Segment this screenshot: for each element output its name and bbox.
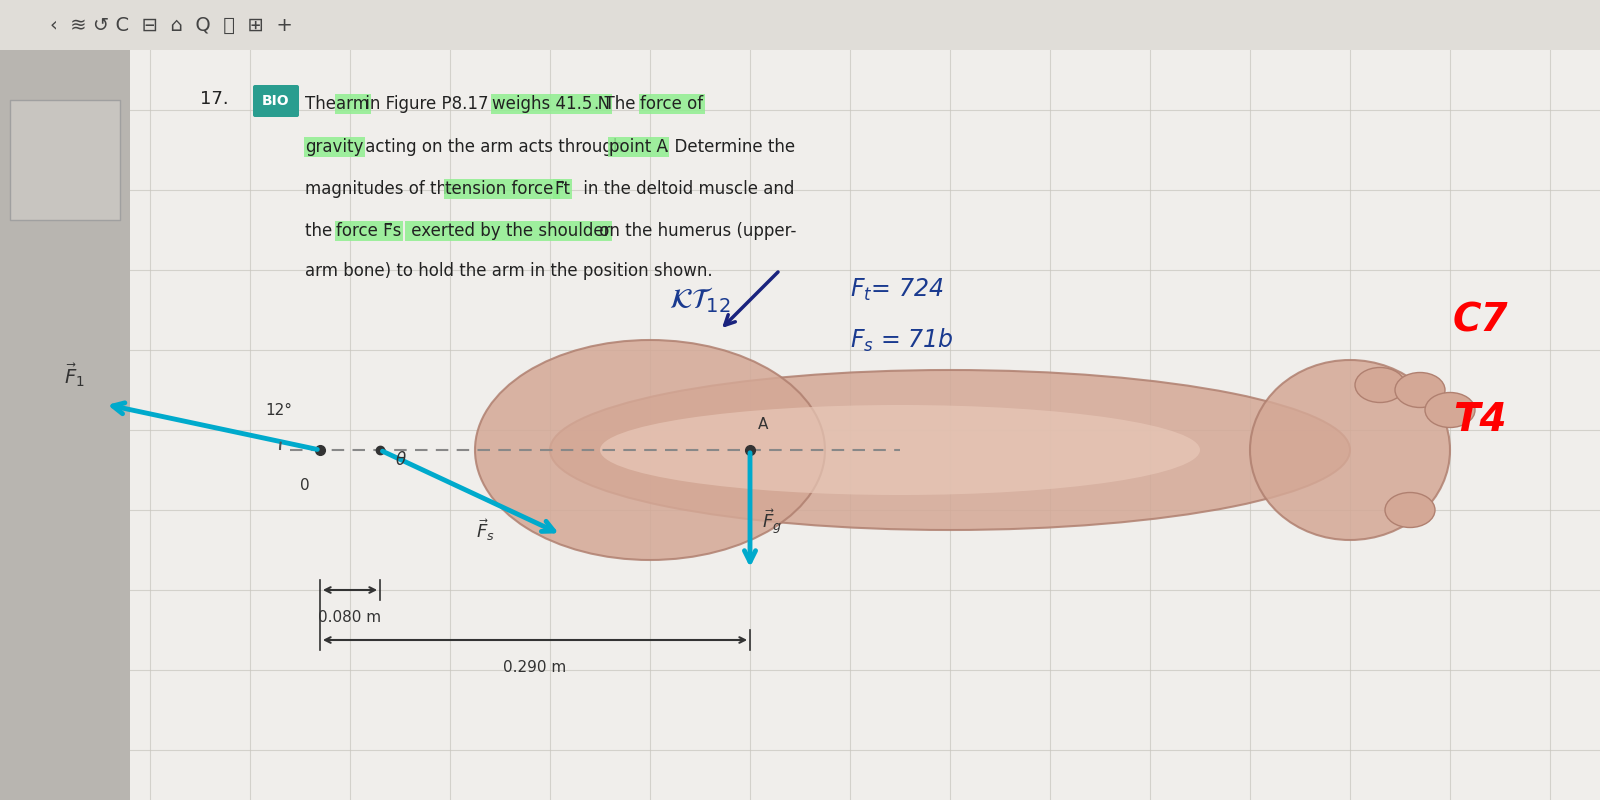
Text: $\vec{F}_1$: $\vec{F}_1$ xyxy=(64,362,85,390)
Ellipse shape xyxy=(1355,367,1405,402)
Text: $F_s$ = 71b: $F_s$ = 71b xyxy=(850,326,954,354)
Text: in Figure P8.17: in Figure P8.17 xyxy=(360,95,493,113)
Text: . The: . The xyxy=(594,95,640,113)
Text: $\mathcal{KT}_{12}$: $\mathcal{KT}_{12}$ xyxy=(669,285,731,315)
Ellipse shape xyxy=(1386,493,1435,527)
Text: . Determine the: . Determine the xyxy=(664,138,795,156)
Text: acting on the arm acts through: acting on the arm acts through xyxy=(360,138,629,156)
Text: 0.080 m: 0.080 m xyxy=(318,610,381,625)
Ellipse shape xyxy=(475,340,826,560)
Text: tension force: tension force xyxy=(445,180,558,198)
Text: in the deltoid muscle and: in the deltoid muscle and xyxy=(578,180,794,198)
Text: The: The xyxy=(306,95,341,113)
Text: point A: point A xyxy=(610,138,669,156)
Bar xyxy=(10,100,120,220)
Ellipse shape xyxy=(1426,393,1475,427)
FancyBboxPatch shape xyxy=(253,85,299,117)
Text: 12°: 12° xyxy=(266,403,293,418)
Bar xyxy=(0,0,1600,50)
Text: T4: T4 xyxy=(1453,401,1507,439)
Text: BIO: BIO xyxy=(262,94,290,108)
Text: weighs 41.5 N: weighs 41.5 N xyxy=(493,95,610,113)
Text: A: A xyxy=(758,417,768,432)
Text: 0.290 m: 0.290 m xyxy=(504,660,566,675)
Text: force F⃗s: force F⃗s xyxy=(336,222,402,240)
Ellipse shape xyxy=(600,405,1200,495)
Text: arm: arm xyxy=(336,95,370,113)
Text: 17.: 17. xyxy=(200,90,229,108)
Text: C7: C7 xyxy=(1453,301,1507,339)
Text: arm bone) to hold the arm in the position shown.: arm bone) to hold the arm in the positio… xyxy=(306,262,712,280)
Bar xyxy=(128,0,1600,800)
Bar xyxy=(0,50,130,800)
Text: $\theta$: $\theta$ xyxy=(395,451,406,469)
Text: exerted by the shoulder: exerted by the shoulder xyxy=(406,222,611,240)
Text: gravity: gravity xyxy=(306,138,363,156)
Text: on the humerus (upper-: on the humerus (upper- xyxy=(594,222,795,240)
Text: 0: 0 xyxy=(301,478,310,493)
Text: magnitudes of the: magnitudes of the xyxy=(306,180,462,198)
Text: $\vec{F}_s$: $\vec{F}_s$ xyxy=(475,518,494,543)
Text: the: the xyxy=(306,222,338,240)
Ellipse shape xyxy=(1250,360,1450,540)
Ellipse shape xyxy=(550,370,1350,530)
Text: F⃗t: F⃗t xyxy=(555,180,571,198)
Text: $\vec{F}_g$: $\vec{F}_g$ xyxy=(762,507,782,537)
Text: ‹  ≋ ↺ C  ⊟  ⌂  Q  ⓜ  ⊞  +: ‹ ≋ ↺ C ⊟ ⌂ Q ⓜ ⊞ + xyxy=(50,15,293,34)
Ellipse shape xyxy=(1395,373,1445,407)
Text: force of: force of xyxy=(640,95,704,113)
Text: $F_t$= 724: $F_t$= 724 xyxy=(850,277,944,303)
